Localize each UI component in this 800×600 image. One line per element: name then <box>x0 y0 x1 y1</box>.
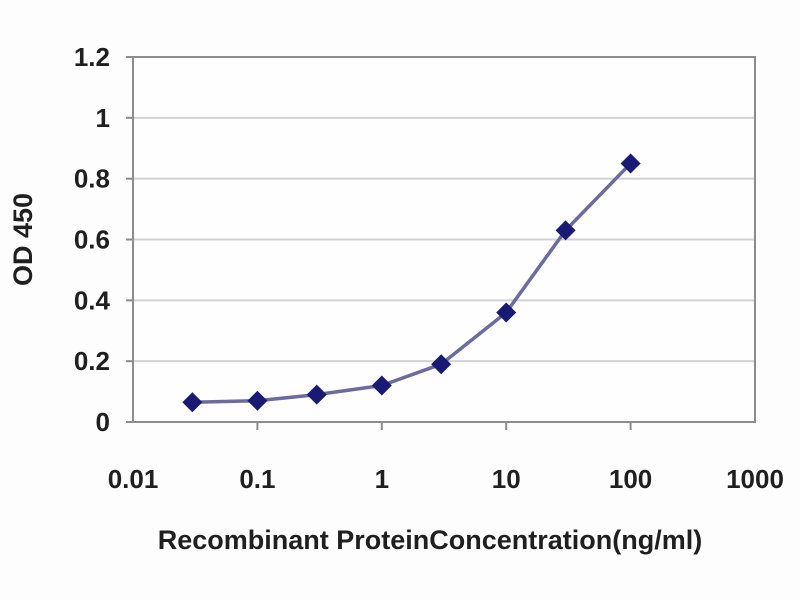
y-tick-label: 0.2 <box>74 346 110 376</box>
y-tick-label: 0.4 <box>74 285 111 315</box>
data-point-marker <box>247 390 268 411</box>
data-point-marker <box>555 220 576 241</box>
y-tick-label: 0.8 <box>74 164 110 194</box>
y-tick-label: 0 <box>96 407 110 437</box>
y-tick-label: 0.6 <box>74 225 110 255</box>
x-tick-label: 0.01 <box>108 464 159 494</box>
y-axis-title: OD 450 <box>8 193 38 286</box>
x-tick-label: 0.1 <box>239 464 275 494</box>
data-point-marker <box>496 302 517 323</box>
data-point-marker <box>620 153 641 174</box>
data-point-marker <box>371 375 392 396</box>
data-point-marker <box>431 354 452 375</box>
x-tick-label: 1000 <box>726 464 784 494</box>
x-tick-label: 1 <box>375 464 389 494</box>
data-line <box>192 162 632 404</box>
x-axis-title: Recombinant ProteinConcentration(ng/ml) <box>158 525 703 555</box>
x-tick-label: 10 <box>492 464 521 494</box>
data-point-marker <box>306 384 327 405</box>
y-tick-label: 1 <box>96 103 110 133</box>
data-point-marker <box>182 392 203 413</box>
x-tick-label: 100 <box>609 464 652 494</box>
y-tick-label: 1.2 <box>74 42 110 72</box>
